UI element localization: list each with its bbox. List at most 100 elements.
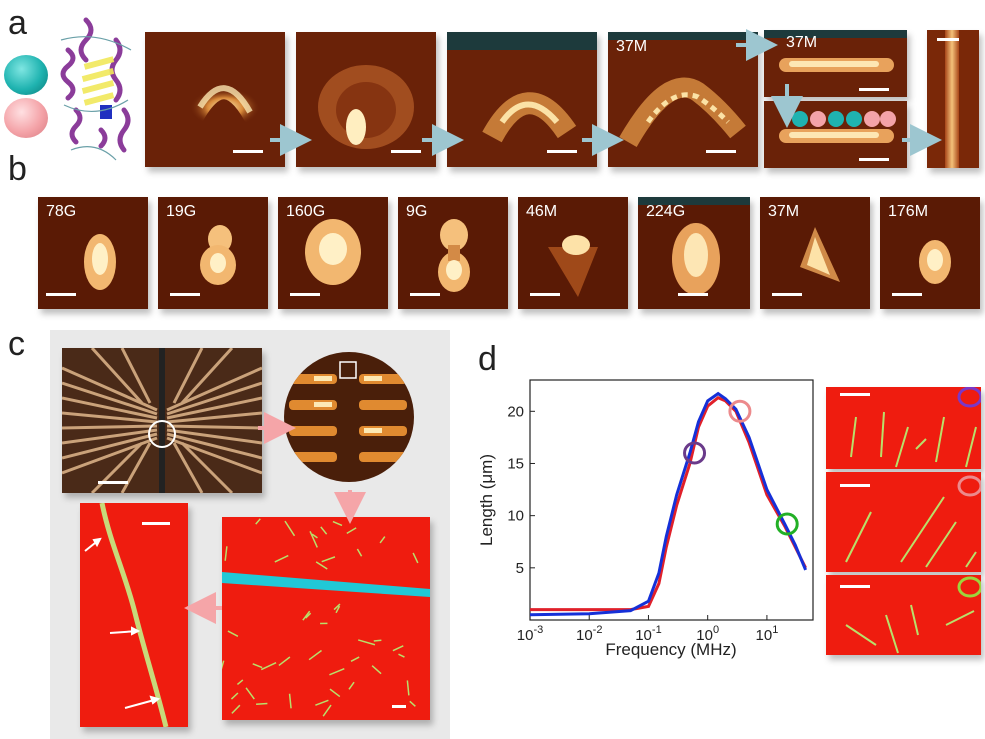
nanowire [252, 663, 263, 669]
scale-bar [859, 158, 889, 161]
marker-circle-3 [775, 512, 799, 536]
scale-bar [859, 88, 889, 91]
y-axis-label: Length (μm) [477, 454, 496, 546]
nanowire [224, 546, 228, 561]
panel-label-d: d [478, 340, 497, 378]
afm-tile-a4: 37M [608, 32, 758, 167]
scale-bar [840, 484, 870, 487]
nanowire [333, 603, 341, 611]
scale-bar [392, 705, 406, 708]
afm-a3-image [482, 92, 577, 143]
nanowire [305, 612, 312, 619]
scale-bar [840, 393, 870, 396]
scale-bar [410, 293, 440, 296]
afm-tile-b6: 224G [638, 197, 750, 309]
electrode-array-svg [62, 348, 262, 493]
teal-sphere-icon [4, 55, 48, 95]
nanowire [274, 554, 289, 563]
nanowire [409, 700, 416, 707]
x-tick-label: 100 [696, 624, 719, 644]
nanowire [320, 526, 328, 535]
afm-tile-b8: 176M [880, 197, 980, 309]
zoomed-nanowire-image [80, 503, 188, 727]
afm-a2-image [318, 65, 414, 149]
nanowire [308, 649, 322, 661]
scale-bar [391, 150, 421, 153]
nanowire [373, 639, 382, 642]
nanowire [222, 660, 225, 670]
nanowire [278, 656, 291, 667]
molecular-weight-label: 78G [46, 203, 77, 220]
molecular-weight-label: 160G [286, 203, 326, 220]
nanowire-image-mid-freq [826, 472, 981, 572]
panel-c-arrows [184, 412, 366, 624]
panel-label-c: c [8, 325, 25, 363]
scale-bar [547, 150, 577, 153]
afm-tile-b5: 46M [518, 197, 628, 309]
nanowire [348, 681, 355, 690]
y-tick-label: 15 [507, 455, 524, 472]
afm-a1-image [180, 77, 270, 132]
marker-circle [957, 475, 981, 497]
afm-b7-image [800, 227, 840, 282]
nanowire [357, 639, 376, 646]
scale-bar [233, 150, 263, 153]
marker-circle [957, 576, 981, 598]
afm-tile-b3: 160G [278, 197, 388, 309]
nanowire [335, 605, 341, 614]
marker-circle [957, 387, 981, 408]
x-tick-label: 10-2 [576, 624, 602, 644]
plot-frame [529, 379, 814, 621]
electrode-strip [222, 572, 430, 597]
afm-tile-fibril [927, 30, 979, 168]
zoom-box [339, 361, 357, 379]
nanowire [371, 665, 382, 675]
nanowire [315, 561, 328, 570]
y-tick-label: 20 [507, 403, 524, 420]
nanowire-substrate-image [222, 517, 430, 720]
nanowire [379, 536, 386, 544]
scale-bar [46, 293, 76, 296]
nanowire [346, 527, 357, 535]
nanowire [227, 630, 239, 637]
afm-tile-b2: 19G [158, 197, 268, 309]
nanowire [255, 518, 261, 525]
afm-tile-a3 [447, 32, 597, 167]
scale-bar [937, 38, 959, 41]
scale-bar [892, 293, 922, 296]
afm-b6-image [672, 223, 720, 295]
nanowire [236, 679, 244, 685]
afm-a5-top-image [779, 58, 894, 72]
molecular-weight-label: 46M [526, 203, 558, 220]
protein-structure-image [60, 17, 132, 161]
y-tick-label: 5 [516, 560, 524, 577]
nanowire [245, 687, 255, 700]
afm-b1-image [84, 234, 116, 290]
nanowire [322, 704, 332, 717]
afm-tile-b1: 78G [38, 197, 148, 309]
nanowire [230, 692, 239, 700]
pink-sphere-icon [4, 98, 48, 138]
nanowire [412, 552, 419, 564]
nanowire [329, 688, 341, 698]
series-line-1 [530, 395, 807, 612]
nanowire [260, 661, 277, 671]
row-a-arrows [270, 29, 942, 156]
afm-a4-image [619, 77, 746, 148]
scale-bar [98, 481, 128, 484]
molecular-weight-label: 19G [166, 203, 197, 220]
nanowire [288, 693, 292, 709]
nanowire [398, 653, 405, 658]
scale-bar [678, 293, 708, 296]
nanowire [392, 645, 404, 652]
afm-tile-a5-bottom [764, 101, 907, 168]
nanowire [99, 503, 169, 727]
nanowire-image-low-freq [826, 387, 981, 469]
panel-label-b: b [8, 150, 27, 188]
molecular-weight-label: 176M [888, 203, 929, 220]
afm-tile-a1 [145, 32, 285, 167]
nanowire [256, 702, 268, 706]
scale-bar [706, 150, 736, 153]
afm-b8-image [919, 240, 951, 284]
x-tick-label: 101 [756, 624, 779, 644]
